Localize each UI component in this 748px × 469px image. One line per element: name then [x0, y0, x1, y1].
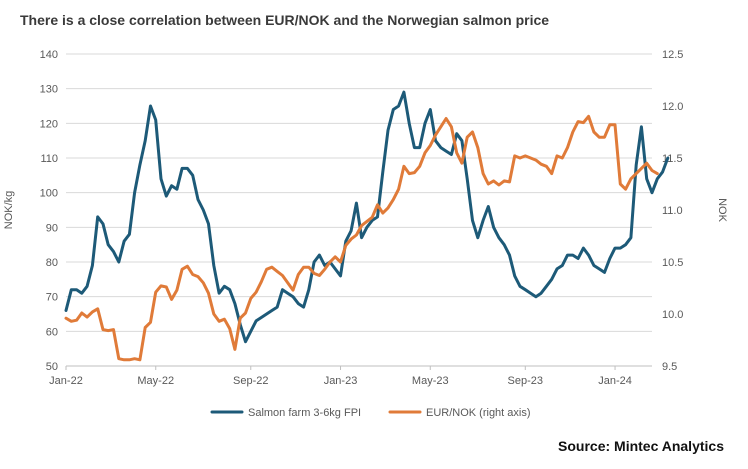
y-tick-label-right: 10.0 — [662, 309, 683, 321]
y-tick-label-right: 12.5 — [662, 49, 683, 61]
y-tick-label-left: 100 — [40, 188, 58, 200]
legend-label: EUR/NOK (right axis) — [426, 407, 531, 419]
series-line-eurnok — [64, 114, 659, 362]
y-tick-label-left: 120 — [40, 118, 58, 130]
y-tick-label-left: 80 — [46, 257, 58, 269]
x-tick-label: May-22 — [137, 375, 174, 387]
y-tick-label-left: 70 — [46, 292, 58, 304]
y-tick-label-right: 12.0 — [662, 101, 683, 113]
x-tick-label: Jan-24 — [598, 375, 632, 387]
y-tick-label-left: 50 — [46, 361, 58, 373]
y-tick-label-left: 130 — [40, 84, 58, 96]
y-tick-label-left: 90 — [46, 222, 58, 234]
x-tick-label: Jan-23 — [324, 375, 358, 387]
y-tick-label-left: 60 — [46, 326, 58, 338]
series-line-salmon — [64, 90, 670, 344]
chart-title: There is a close correlation between EUR… — [20, 12, 550, 28]
y-tick-label-right: 10.5 — [662, 257, 683, 269]
y-axis-title-left: NOK/kg — [3, 191, 15, 230]
source-label: Source: Mintec Analytics — [558, 438, 724, 454]
y-tick-label-left: 140 — [40, 49, 58, 61]
y-tick-label-left: 110 — [40, 153, 58, 165]
y-axis-title-right: NOK — [716, 198, 728, 223]
x-tick-label: Sep-22 — [233, 375, 268, 387]
y-tick-label-right: 9.5 — [662, 361, 677, 373]
x-tick-label: Sep-23 — [508, 375, 543, 387]
y-tick-label-right: 11.0 — [662, 205, 683, 217]
x-tick-label: May-23 — [412, 375, 449, 387]
legend-label: Salmon farm 3-6kg FPI — [248, 407, 361, 419]
x-tick-label: Jan-22 — [49, 375, 83, 387]
